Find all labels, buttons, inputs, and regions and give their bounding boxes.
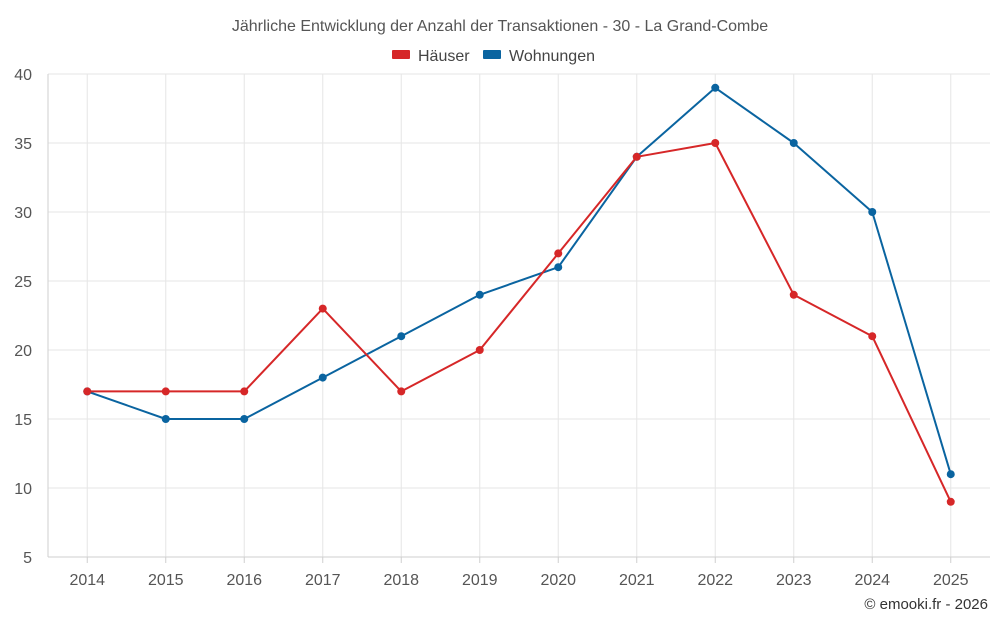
legend-swatch-haeuser <box>392 50 410 59</box>
y-tick-label: 30 <box>14 205 32 222</box>
x-tick-label: 2014 <box>69 572 105 589</box>
x-tick-label: 2022 <box>697 572 733 589</box>
data-point-wohnungen[interactable] <box>240 415 249 423</box>
credit-text: © emooki.fr - 2026 <box>864 596 988 613</box>
data-point-wohnungen[interactable] <box>554 263 563 272</box>
x-tick-label: 2021 <box>619 572 655 589</box>
legend-label-wohnungen: Wohnungen <box>509 48 595 65</box>
x-tick-label: 2018 <box>383 572 419 589</box>
x-tick-label: 2024 <box>854 572 890 589</box>
data-point-haeuser[interactable] <box>318 304 327 313</box>
grid <box>48 73 990 557</box>
data-point-haeuser[interactable] <box>554 249 563 258</box>
data-point-haeuser[interactable] <box>632 152 641 161</box>
data-point-wohnungen[interactable] <box>397 332 406 341</box>
x-tick-label: 2020 <box>540 572 576 589</box>
x-tick-label: 2017 <box>305 572 341 589</box>
data-point-wohnungen[interactable] <box>789 139 798 147</box>
legend-swatch-wohnungen <box>483 50 501 59</box>
y-tick-label: 25 <box>14 274 32 291</box>
data-point-haeuser[interactable] <box>946 497 955 506</box>
data-point-wohnungen[interactable] <box>946 470 955 479</box>
data-point-haeuser[interactable] <box>711 139 720 147</box>
series-line-wohnungen <box>86 86 952 475</box>
data-point-wohnungen[interactable] <box>161 415 170 423</box>
data-point-wohnungen[interactable] <box>475 290 484 299</box>
data-point-wohnungen[interactable] <box>711 83 720 92</box>
data-point-haeuser[interactable] <box>161 387 170 396</box>
y-tick-label: 10 <box>14 481 32 498</box>
x-tick-label: 2019 <box>462 572 498 589</box>
data-point-haeuser[interactable] <box>83 387 92 396</box>
y-tick-label: 15 <box>14 412 32 429</box>
y-tick-label: 5 <box>23 550 32 567</box>
chart-title: Jährliche Entwicklung der Anzahl der Tra… <box>232 18 768 35</box>
y-tick-label: 20 <box>14 343 32 360</box>
data-point-haeuser[interactable] <box>397 387 406 396</box>
x-tick-label: 2015 <box>148 572 184 589</box>
data-point-haeuser[interactable] <box>789 290 798 299</box>
series <box>83 83 955 506</box>
legend-label-haeuser: Häuser <box>418 48 470 65</box>
x-tick-label: 2016 <box>226 572 262 589</box>
series-line-haeuser <box>87 142 952 503</box>
data-point-haeuser[interactable] <box>475 346 484 354</box>
x-tick-label: 2023 <box>776 572 812 589</box>
y-tick-label: 40 <box>14 67 32 84</box>
data-point-wohnungen[interactable] <box>318 373 327 382</box>
data-point-haeuser[interactable] <box>240 387 249 396</box>
legend: Häuser Wohnungen <box>392 48 595 65</box>
data-point-wohnungen[interactable] <box>868 208 877 216</box>
y-tick-label: 35 <box>14 136 32 153</box>
data-point-haeuser[interactable] <box>868 332 877 341</box>
x-tick-label: 2025 <box>933 572 969 589</box>
